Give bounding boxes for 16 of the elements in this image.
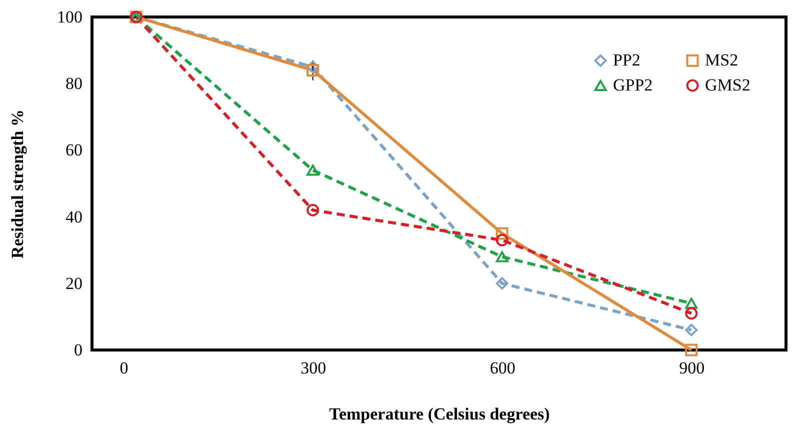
legend-label: MS2: [705, 50, 738, 70]
legend-label: GPP2: [613, 76, 653, 94]
x-tick-label: 300: [300, 358, 326, 378]
y-tick-label: 60: [66, 140, 82, 160]
x-tick-label: 600: [490, 358, 516, 378]
y-tick-label: 40: [66, 207, 82, 226]
legend-label: GMS2: [705, 76, 750, 94]
y-axis-title: Residual strength %: [8, 110, 27, 258]
y-tick-label: 20: [66, 274, 82, 293]
x-tick-label: 900: [679, 358, 705, 378]
x-tick-label: 0: [120, 358, 128, 378]
y-tick-label: 100: [57, 8, 82, 26]
y-tick-label: 0: [74, 340, 82, 360]
x-axis-title: Temperature (Celsius degrees): [329, 404, 550, 424]
y-tick-label: 80: [66, 74, 82, 94]
legend-label: PP2: [613, 50, 640, 70]
